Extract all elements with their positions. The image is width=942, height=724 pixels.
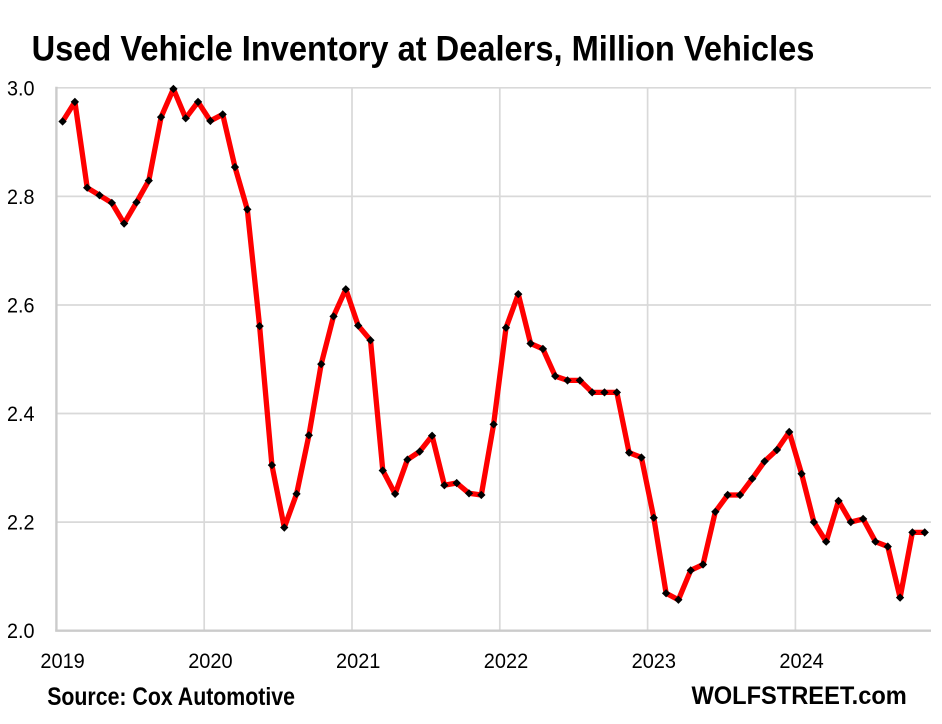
svg-text:2020: 2020	[188, 649, 232, 673]
svg-text:2021: 2021	[336, 649, 380, 673]
svg-text:Used Vehicle Inventory at Deal: Used Vehicle Inventory at Dealers, Milli…	[32, 29, 815, 68]
svg-text:2.6: 2.6	[7, 294, 35, 318]
svg-text:WOLFSTREET.com: WOLFSTREET.com	[692, 682, 907, 710]
svg-text:3.0: 3.0	[7, 76, 35, 100]
svg-text:2022: 2022	[484, 649, 528, 673]
svg-text:2024: 2024	[779, 649, 823, 673]
svg-text:Source: Cox Automotive: Source: Cox Automotive	[47, 683, 295, 711]
svg-text:2.8: 2.8	[7, 185, 35, 209]
svg-text:2.2: 2.2	[7, 511, 35, 535]
svg-text:2.0: 2.0	[7, 619, 35, 643]
svg-text:2019: 2019	[40, 649, 84, 673]
svg-text:2023: 2023	[632, 649, 676, 673]
svg-text:2.4: 2.4	[7, 402, 35, 426]
